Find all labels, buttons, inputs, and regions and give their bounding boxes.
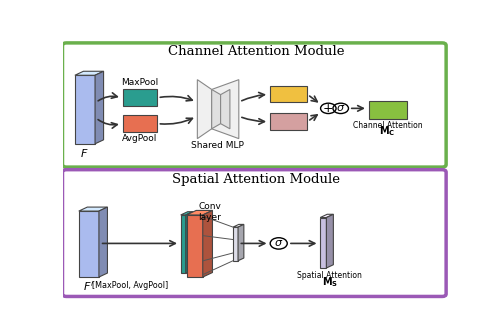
Polygon shape bbox=[326, 214, 334, 268]
Text: $\sigma$: $\sigma$ bbox=[274, 239, 283, 248]
Polygon shape bbox=[75, 75, 95, 144]
Text: [MaxPool, AvgPool]: [MaxPool, AvgPool] bbox=[92, 282, 168, 290]
Polygon shape bbox=[320, 217, 326, 268]
Polygon shape bbox=[186, 212, 192, 273]
Polygon shape bbox=[233, 224, 244, 227]
Polygon shape bbox=[122, 89, 156, 106]
Text: Channel Attention: Channel Attention bbox=[353, 121, 422, 129]
Polygon shape bbox=[270, 86, 306, 102]
FancyBboxPatch shape bbox=[62, 170, 446, 296]
Polygon shape bbox=[186, 210, 212, 215]
Polygon shape bbox=[270, 113, 306, 130]
Polygon shape bbox=[180, 215, 186, 273]
Polygon shape bbox=[95, 71, 104, 144]
Text: $\mathbf{M_C}$: $\mathbf{M_C}$ bbox=[380, 124, 396, 138]
Text: Channel Attention Module: Channel Attention Module bbox=[168, 45, 344, 58]
Polygon shape bbox=[99, 207, 108, 277]
Polygon shape bbox=[212, 80, 239, 139]
Polygon shape bbox=[79, 207, 108, 211]
Polygon shape bbox=[233, 227, 238, 261]
Text: Spatial Attention Module: Spatial Attention Module bbox=[172, 173, 340, 186]
Polygon shape bbox=[320, 214, 334, 217]
Text: $\sigma$: $\sigma$ bbox=[336, 103, 345, 113]
Polygon shape bbox=[368, 101, 406, 119]
Polygon shape bbox=[75, 71, 104, 75]
Polygon shape bbox=[180, 212, 192, 215]
Text: layer: layer bbox=[198, 213, 221, 222]
Polygon shape bbox=[220, 89, 230, 129]
Text: MaxPool: MaxPool bbox=[121, 78, 158, 87]
Text: Spatial Attention: Spatial Attention bbox=[298, 271, 362, 280]
Text: AvgPool: AvgPool bbox=[122, 134, 158, 143]
Polygon shape bbox=[198, 80, 211, 139]
Text: Shared MLP: Shared MLP bbox=[191, 141, 244, 150]
Text: Conv: Conv bbox=[198, 202, 221, 211]
Text: $\mathit{F'}$: $\mathit{F'}$ bbox=[83, 280, 94, 293]
Polygon shape bbox=[212, 89, 220, 129]
Polygon shape bbox=[79, 211, 99, 277]
Text: $\mathit{F}$: $\mathit{F}$ bbox=[80, 147, 89, 159]
FancyBboxPatch shape bbox=[62, 43, 446, 167]
Text: $\mathbf{M_S}$: $\mathbf{M_S}$ bbox=[322, 275, 338, 289]
Polygon shape bbox=[186, 215, 203, 277]
Polygon shape bbox=[203, 210, 212, 277]
Polygon shape bbox=[122, 115, 156, 132]
Text: +: + bbox=[323, 102, 334, 115]
Polygon shape bbox=[238, 224, 244, 261]
